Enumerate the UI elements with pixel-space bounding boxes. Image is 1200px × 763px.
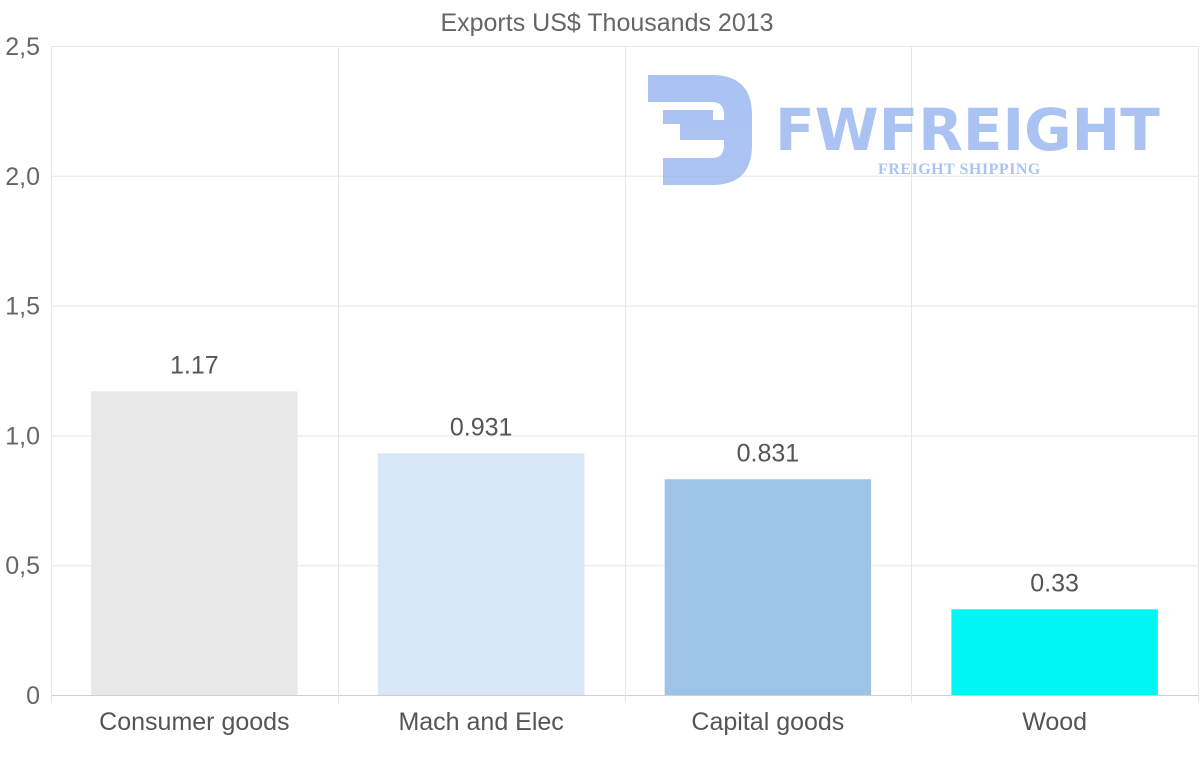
- x-axis-ticks: Consumer goods Mach and Elec Capital goods…: [99, 708, 1087, 736]
- y-tick-label: 2,5: [5, 33, 40, 61]
- x-tick-label: Mach and Elec: [398, 708, 563, 736]
- x-tick-label: Wood: [1022, 708, 1087, 736]
- data-label: 0.33: [1030, 569, 1079, 597]
- y-tick-label: 0: [26, 682, 40, 710]
- y-tick-label: 1,5: [5, 293, 40, 321]
- chart-title: Exports US$ Thousands 2013: [440, 9, 773, 37]
- bar[interactable]: [664, 479, 872, 695]
- watermark: FWFREIGHT FREIGHT SHIPPING: [648, 75, 1160, 185]
- data-label: 1.17: [170, 351, 219, 379]
- data-label: 0.931: [450, 413, 513, 441]
- data-label: 0.831: [737, 439, 800, 467]
- data-labels: 1.17 0.931 0.831 0.33: [170, 351, 1079, 597]
- watermark-brand: FWFREIGHT: [775, 96, 1160, 164]
- bar[interactable]: [951, 609, 1158, 695]
- x-tick-label: Capital goods: [691, 708, 844, 736]
- watermark-tagline: FREIGHT SHIPPING: [878, 161, 1041, 178]
- x-tick-label: Consumer goods: [99, 708, 289, 736]
- bar[interactable]: [91, 391, 298, 695]
- y-tick-label: 0,5: [5, 552, 40, 580]
- y-axis-ticks: 0 0,5 1,0 1,5 2,0 2,5: [5, 33, 40, 710]
- y-tick-label: 2,0: [5, 163, 40, 191]
- bar[interactable]: [377, 453, 585, 695]
- fwfreight-logo-icon: [648, 75, 752, 185]
- y-tick-label: 1,0: [5, 422, 40, 450]
- bars: [91, 391, 1158, 695]
